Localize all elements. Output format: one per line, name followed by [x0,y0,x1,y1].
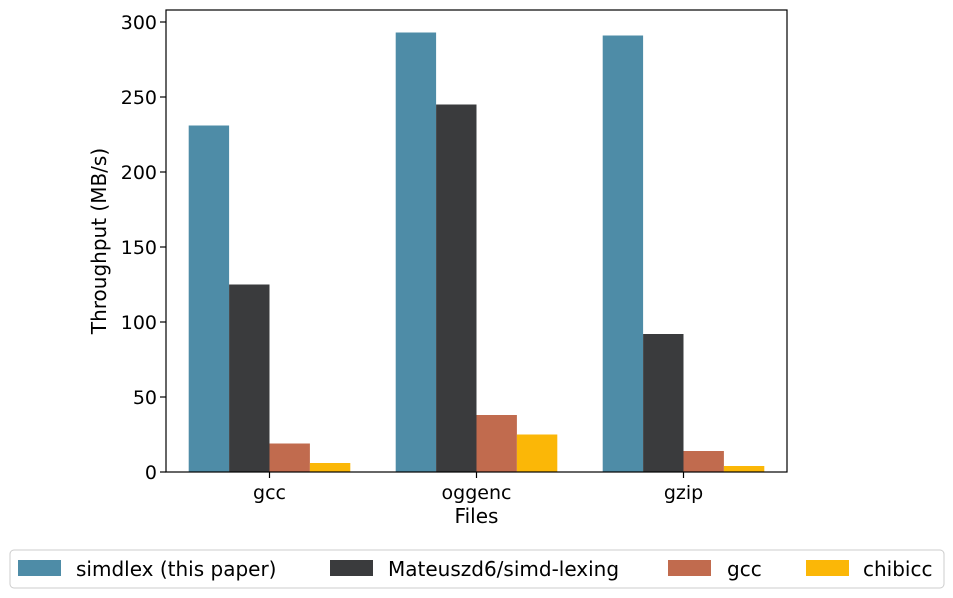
bar-gcc-series-1 [188,125,230,472]
legend-label: simdlex (this paper) [76,557,277,581]
bar-oggenc-series-3 [476,415,517,472]
x-tick-label: gcc [253,482,286,504]
legend-label: chibicc [863,557,932,581]
bar-oggenc-series-2 [436,104,477,472]
bar-gcc-series-3 [269,443,310,472]
y-tick-label: 0 [145,462,157,484]
x-tick-label: gzip [664,482,703,504]
legend-swatch [330,560,373,576]
x-axis: gcc oggenc gzip [253,472,703,504]
y-axis: 0 50 100 150 200 250 300 [121,12,166,484]
y-tick-label: 200 [121,162,157,184]
bar-gzip-series-1 [602,35,644,472]
y-axis-title: Throughput (MB/s) [87,148,111,335]
bar-oggenc-series-1 [395,32,437,472]
legend-label: gcc [727,557,762,581]
x-axis-title: Files [455,504,499,528]
bar-gcc-series-4 [309,463,351,472]
legend: simdlex (this paper) Mateuszd6/simd-lexin… [9,549,945,589]
legend-swatch [806,560,849,576]
bar-oggenc-series-4 [516,434,558,472]
bar-gzip-series-2 [643,334,684,472]
bars-layer [188,32,765,472]
y-tick-label: 250 [121,87,157,109]
y-tick-label: 300 [121,12,157,34]
plot-area: 0 50 100 150 200 250 300 gcc oggenc gzip [121,9,788,504]
y-tick-label: 50 [133,387,157,409]
bar-gzip-series-3 [683,451,724,472]
legend-swatch [668,560,711,576]
legend-swatch [18,560,61,576]
legend-frame [9,549,945,589]
bar-gcc-series-2 [229,284,270,472]
bar-gzip-series-4 [723,466,765,472]
legend-label: Mateuszd6/simd-lexing [388,557,619,581]
y-tick-label: 100 [121,312,157,334]
y-tick-label: 150 [121,237,157,259]
x-tick-label: oggenc [442,482,512,504]
